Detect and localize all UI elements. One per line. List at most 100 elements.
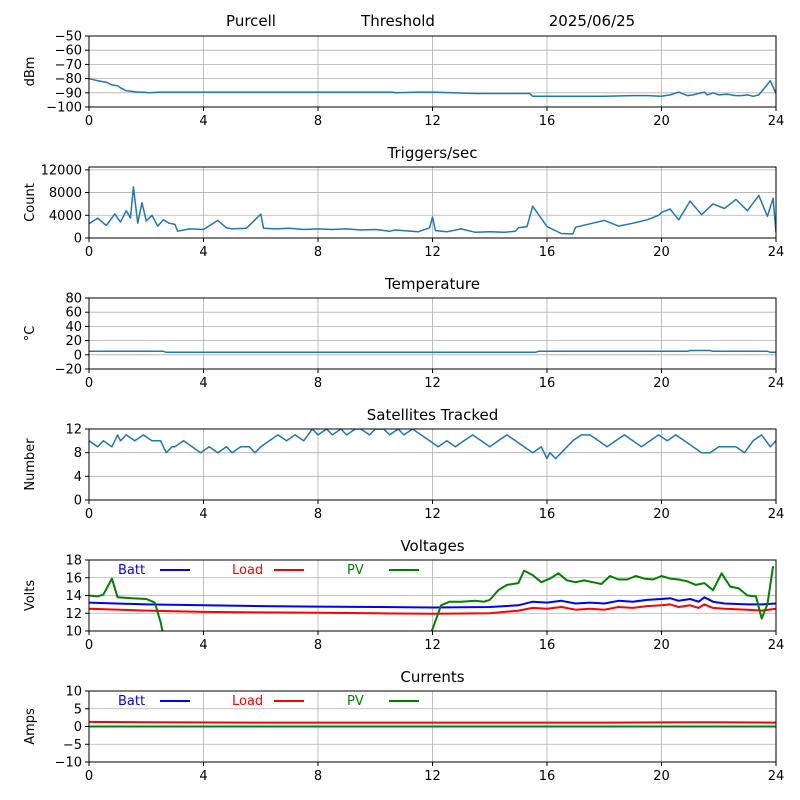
x-tick-label: 12 [424, 507, 441, 522]
y-tick-label: 0 [74, 720, 82, 735]
x-tick-label: 20 [653, 245, 670, 260]
x-tick-label: 12 [424, 638, 441, 653]
y-tick-label: 0 [74, 348, 82, 363]
x-tick-label: 24 [768, 114, 785, 129]
y-tick-label: 16 [65, 571, 82, 586]
header-date: 2025/06/25 [549, 12, 635, 30]
x-tick-label: 0 [85, 507, 93, 522]
x-tick-label: 8 [314, 376, 322, 391]
series-line [89, 349, 776, 354]
chart-title: Temperature [384, 275, 480, 293]
y-axis-label: Number [23, 438, 38, 491]
header-station: Purcell [226, 12, 276, 30]
x-tick-label: 24 [768, 769, 785, 784]
chart-panel-5: 0 4 8 12 16 20 24 10 12 14 16 18 Voltages Volts Batt Lo… [23, 537, 784, 653]
y-tick-label: 0 [74, 232, 82, 247]
header-mode: Threshold [360, 12, 435, 30]
y-tick-label: 8 [74, 446, 82, 461]
x-tick-label: 0 [85, 114, 93, 129]
x-tick-label: 12 [424, 769, 441, 784]
x-tick-label: 20 [653, 114, 670, 129]
x-tick-label: 20 [653, 376, 670, 391]
chart-title: Satellites Tracked [367, 406, 498, 424]
y-tick-label: 12 [65, 423, 82, 438]
y-tick-label: 80 [65, 292, 82, 307]
x-tick-label: 16 [539, 376, 556, 391]
y-tick-label: 5 [74, 702, 82, 717]
y-tick-label: −10 [55, 756, 82, 771]
x-tick-label: 16 [539, 114, 556, 129]
x-tick-label: 0 [85, 769, 93, 784]
series-line [89, 429, 776, 460]
y-tick-label: −100 [46, 101, 82, 116]
x-tick-label: 8 [314, 245, 322, 260]
x-tick-label: 20 [653, 638, 670, 653]
x-tick-label: 24 [768, 507, 785, 522]
y-tick-label: 0 [74, 494, 82, 509]
y-tick-label: −20 [55, 363, 82, 378]
x-tick-label: 16 [539, 245, 556, 260]
x-tick-label: 0 [85, 245, 93, 260]
y-axis-label: Count [23, 183, 38, 222]
series-line [89, 186, 776, 235]
chart-panel-6: 0 4 8 12 16 20 24 −10 −5 0 5 10 Currents Amps Batt Load… [23, 668, 784, 784]
x-tick-label: 0 [85, 376, 93, 391]
x-tick-label: 8 [314, 638, 322, 653]
chart-title: Currents [400, 668, 464, 686]
legend-label-load: Load [232, 563, 263, 578]
x-tick-label: 16 [539, 507, 556, 522]
legend-label-pv: PV [347, 563, 364, 578]
x-tick-label: 4 [199, 638, 207, 653]
x-tick-label: 8 [314, 769, 322, 784]
chart-title: Voltages [400, 537, 464, 555]
x-tick-label: 0 [85, 638, 93, 653]
y-tick-label: −5 [63, 738, 82, 753]
series-line-pv [89, 566, 775, 631]
y-axis-label: °C [23, 326, 38, 342]
x-tick-label: 20 [653, 769, 670, 784]
y-tick-label: 14 [65, 589, 82, 604]
x-tick-label: 12 [424, 245, 441, 260]
series-line [89, 77, 776, 98]
series-line-batt [89, 596, 776, 609]
x-tick-label: 4 [199, 245, 207, 260]
x-tick-label: 4 [199, 769, 207, 784]
x-tick-label: 8 [314, 507, 322, 522]
y-tick-label: −80 [55, 72, 82, 87]
y-axis-label: Volts [23, 580, 38, 612]
x-tick-label: 4 [199, 376, 207, 391]
y-tick-label: 20 [65, 334, 82, 349]
y-tick-label: −50 [55, 30, 82, 45]
y-tick-label: 40 [65, 320, 82, 335]
x-tick-label: 24 [768, 638, 785, 653]
y-tick-label: 10 [65, 685, 82, 700]
y-tick-label: 12000 [41, 163, 82, 178]
x-tick-label: 16 [539, 638, 556, 653]
x-tick-label: 8 [314, 114, 322, 129]
y-tick-label: 18 [65, 554, 82, 569]
y-tick-label: −70 [55, 58, 82, 73]
legend-label-pv: PV [347, 694, 364, 709]
x-tick-label: 24 [768, 376, 785, 391]
x-tick-label: 16 [539, 769, 556, 784]
x-tick-label: 12 [424, 114, 441, 129]
series-line-load [89, 603, 776, 615]
legend-label-load: Load [232, 694, 263, 709]
chart-title: Triggers/sec [387, 144, 478, 162]
chart-panel-1: 0 4 8 12 16 20 24 −100−90−80−70−60−50 dBm [23, 30, 784, 130]
y-tick-label: −60 [55, 44, 82, 59]
chart-panel-4: 0 4 8 12 16 20 24 0 4 8 12 Satellites Tracked Number [23, 406, 784, 522]
legend-label-batt: Batt [118, 563, 145, 578]
y-tick-label: 4000 [49, 209, 82, 224]
x-tick-label: 4 [199, 114, 207, 129]
x-tick-label: 12 [424, 376, 441, 391]
y-axis-label: Amps [23, 708, 38, 745]
x-tick-label: 20 [653, 507, 670, 522]
legend-label-batt: Batt [118, 694, 145, 709]
y-tick-label: 12 [65, 607, 82, 622]
y-tick-label: 10 [65, 625, 82, 640]
